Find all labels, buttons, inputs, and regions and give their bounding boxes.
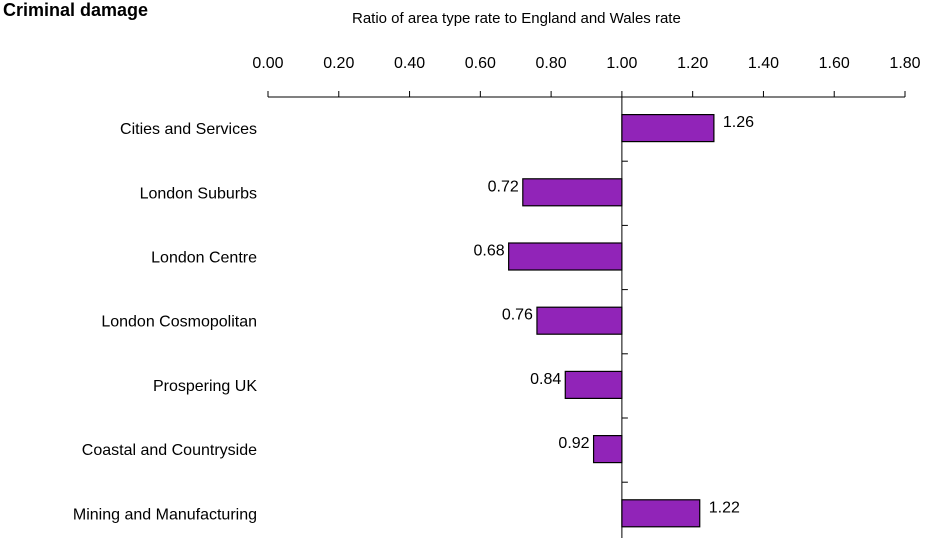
bar xyxy=(621,499,701,528)
bar xyxy=(536,306,623,335)
bar xyxy=(508,242,623,271)
x-tick-label: 0.60 xyxy=(465,55,496,72)
value-label: 0.72 xyxy=(488,178,519,195)
x-tick-label: 1.60 xyxy=(819,55,850,72)
bar xyxy=(564,370,623,399)
x-tick-label: 1.80 xyxy=(889,55,920,72)
x-tick-label: 1.00 xyxy=(606,55,637,72)
value-label: 1.22 xyxy=(709,499,740,516)
x-tick-label: 0.20 xyxy=(323,55,354,72)
chart-title: ) Criminal damage xyxy=(0,0,149,20)
category-label: Mining and Manufacturing xyxy=(73,506,257,523)
x-tick-label: 0.80 xyxy=(536,55,567,72)
bar xyxy=(621,113,715,143)
category-label: Prospering UK xyxy=(153,378,257,395)
value-label: 0.92 xyxy=(558,435,589,452)
x-tick-label: 1.20 xyxy=(677,55,708,72)
bar xyxy=(522,178,623,207)
value-label: 1.26 xyxy=(723,114,754,131)
value-label: 0.76 xyxy=(502,307,533,324)
category-label: London Centre xyxy=(151,250,257,267)
x-axis-title: Ratio of area type rate to England and W… xyxy=(352,10,681,27)
value-label: 0.84 xyxy=(530,371,561,388)
category-label: London Cosmopolitan xyxy=(101,314,257,331)
x-tick-label: 1.40 xyxy=(748,55,779,72)
x-tick-label: 0.00 xyxy=(252,55,283,72)
bar xyxy=(592,435,623,464)
category-label: London Suburbs xyxy=(140,185,257,202)
category-label: Coastal and Countryside xyxy=(82,442,257,459)
category-label: Cities and Services xyxy=(120,121,257,138)
value-label: 0.68 xyxy=(474,243,505,260)
x-tick-label: 0.40 xyxy=(394,55,425,72)
